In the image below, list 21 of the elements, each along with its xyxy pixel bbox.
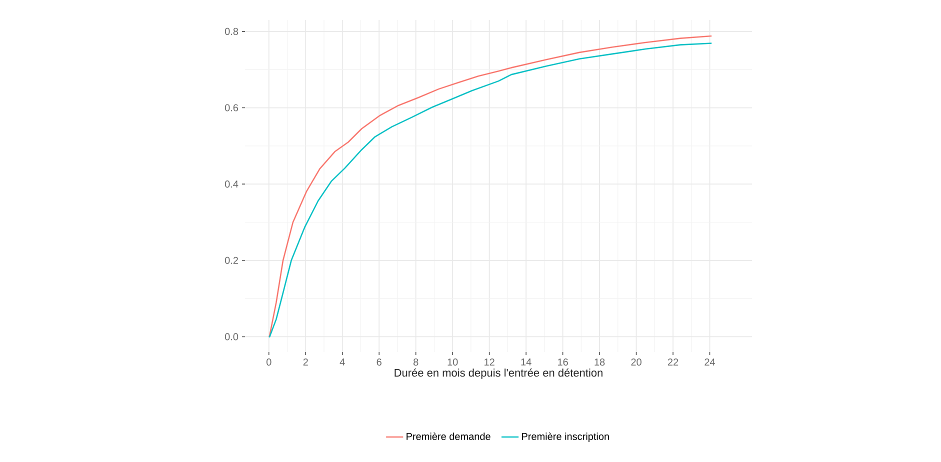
x-tick-label: 10	[448, 358, 458, 366]
y-tick-label: 0.4	[224, 180, 238, 188]
y-tick-label: 0.2	[224, 256, 238, 264]
x-tick-label: 0	[266, 358, 272, 366]
y-tick-label: 0.0	[224, 333, 238, 340]
y-tick-label: 0.8	[224, 28, 238, 35]
x-tick-label: 4	[340, 358, 345, 366]
x-tick-label: 8	[414, 358, 418, 366]
y-tick-label: 0.6	[224, 104, 238, 112]
x-tick-label: 18	[594, 358, 605, 366]
legend-label: Première demande	[406, 432, 490, 440]
x-tick-label: 24	[704, 358, 716, 366]
x-tick-label: 12	[484, 358, 494, 366]
x-tick-label: 6	[376, 358, 382, 366]
x-tick-label: 14	[521, 358, 532, 366]
x-tick-label: 2	[303, 358, 308, 366]
x-tick-label: 16	[558, 358, 568, 366]
x-axis-title: Durée en mois depuis l'entrée en détention	[394, 368, 602, 379]
x-tick-label: 20	[631, 358, 642, 366]
legend-label: Première inscription	[522, 432, 609, 442]
x-tick-label: 22	[668, 358, 678, 366]
